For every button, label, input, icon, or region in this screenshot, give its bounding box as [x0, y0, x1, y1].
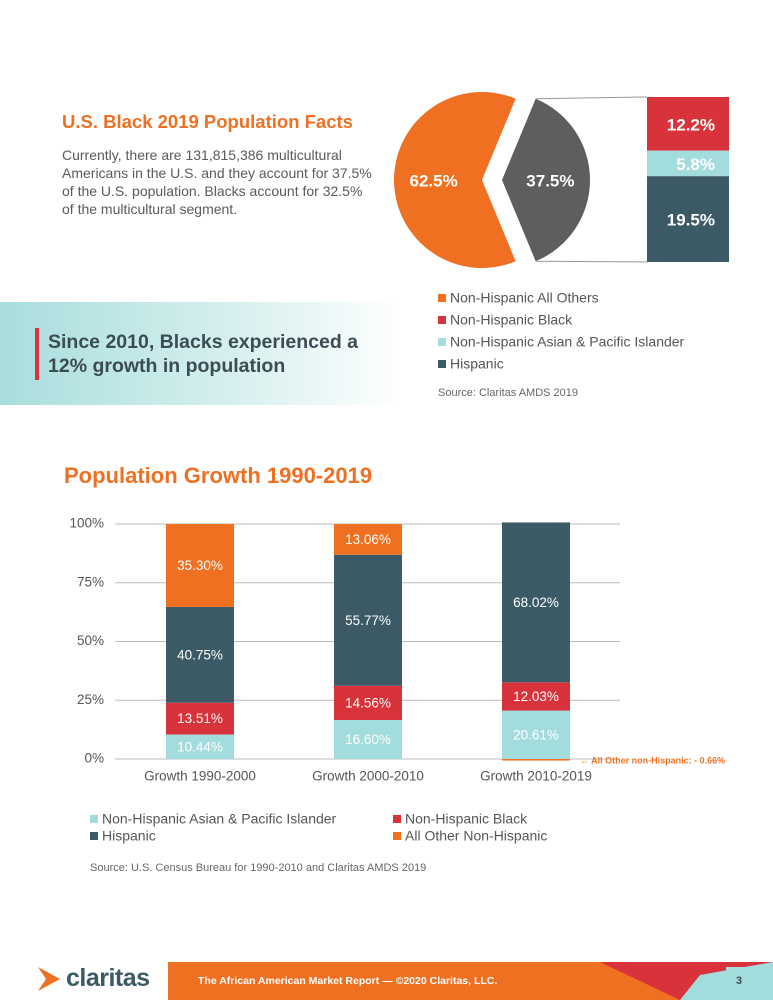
y-tick-label: 100%: [69, 516, 104, 531]
bar-segment: [502, 759, 570, 761]
source-note: Source: Claritas AMDS 2019: [438, 387, 578, 399]
x-tick-label: Growth 2000-2010: [312, 769, 424, 784]
chart-title: Population Growth 1990-2019: [64, 463, 372, 488]
legend-label: Non-Hispanic All Others: [450, 290, 599, 306]
legend-label: Non-Hispanic Black: [405, 811, 528, 827]
breakdown-label: 19.5%: [667, 211, 715, 230]
bar-value-label: 68.02%: [513, 595, 559, 610]
y-tick-label: 75%: [77, 574, 104, 589]
callout-text: Since 2010, Blacks experienced a 12% gro…: [48, 331, 359, 377]
footer-graphic: [38, 962, 773, 1000]
pie-chart: 62.5% 37.5% 12.2% 5.8% 19.5% Non-Hispanic All…: [394, 91, 729, 399]
bar-value-label: 14.56%: [345, 695, 391, 710]
legend-label: Hispanic: [450, 356, 504, 372]
bar-segment: [166, 702, 234, 735]
legend-label: Non-Hispanic Asian & Pacific Islander: [102, 811, 337, 827]
legend-swatch: [90, 815, 98, 823]
footer-text: The African American Market Report — ©20…: [198, 975, 498, 987]
breakdown-label: 5.8%: [676, 155, 715, 174]
connector: [535, 96, 648, 100]
bar-segment: [334, 719, 402, 759]
bar-segment: [334, 685, 402, 720]
y-tick-label: 50%: [77, 633, 104, 648]
bar-value-label: 35.30%: [177, 558, 223, 573]
bar-value-label: 20.61%: [513, 727, 559, 742]
legend-label: Non-Hispanic Black: [450, 312, 573, 328]
legend-label: Hispanic: [102, 828, 156, 844]
bar-segment: [166, 524, 234, 607]
bar-value-label: 10.44%: [177, 739, 223, 754]
bar-chart: Population Growth 1990-2019 0% 25% 50% 75% 10…: [64, 463, 725, 874]
bar-segment: [334, 554, 402, 686]
bar-value-label: 12.03%: [513, 689, 559, 704]
bar-value-label: 55.77%: [345, 613, 391, 628]
legend-swatch: [438, 294, 446, 302]
bar-segment: [502, 682, 570, 711]
slice-label: 62.5%: [409, 171, 457, 190]
bar-value-label: 13.06%: [345, 532, 391, 547]
section-title: U.S. Black 2019 Population Facts: [62, 111, 353, 132]
legend-swatch: [438, 360, 446, 368]
page-badge: [726, 967, 760, 995]
legend-swatch: [438, 338, 446, 346]
slice-label: 37.5%: [526, 171, 574, 190]
legend-swatch: [90, 832, 98, 840]
legend-swatch: [393, 832, 401, 840]
bar-segment: [334, 524, 402, 555]
legend-label: All Other Non-Hispanic: [405, 828, 547, 844]
bar-value-label: 13.51%: [177, 711, 223, 726]
breakdown-segment: [647, 97, 729, 151]
legend-swatch: [438, 316, 446, 324]
breakdown-segment: [647, 150, 729, 177]
callout-box: [0, 302, 402, 405]
source-note: Source: U.S. Census Bureau for 1990-2010…: [90, 862, 426, 874]
page-number: 3: [736, 975, 743, 987]
connector: [535, 260, 648, 263]
bar-value-label: 40.75%: [177, 647, 223, 662]
callout-accent: [35, 328, 39, 380]
breakdown-label: 12.2%: [667, 115, 715, 134]
pie-slice: [394, 91, 516, 268]
y-tick-label: 0%: [84, 751, 104, 766]
bar-value-label: 16.60%: [345, 732, 391, 747]
bar-segment: [166, 606, 234, 703]
legend-swatch: [393, 815, 401, 823]
bar-segment: [502, 710, 570, 759]
body-text: Currently, there are 131,815,386 multicu…: [62, 147, 372, 217]
pie-slice: [502, 98, 591, 262]
logo-icon: [38, 967, 60, 991]
x-tick-label: Growth 1990-2000: [144, 769, 256, 784]
logo: claritas: [66, 964, 150, 992]
x-tick-label: Growth 2010-2019: [480, 769, 592, 784]
y-tick-label: 25%: [77, 692, 104, 707]
annotation: ← All Other non-Hispanic: - 0.66%: [580, 755, 725, 765]
bar-segment: [166, 734, 234, 759]
breakdown-segment: [647, 176, 729, 262]
bar-segment: [502, 522, 570, 683]
legend-label: Non-Hispanic Asian & Pacific Islander: [450, 334, 685, 350]
